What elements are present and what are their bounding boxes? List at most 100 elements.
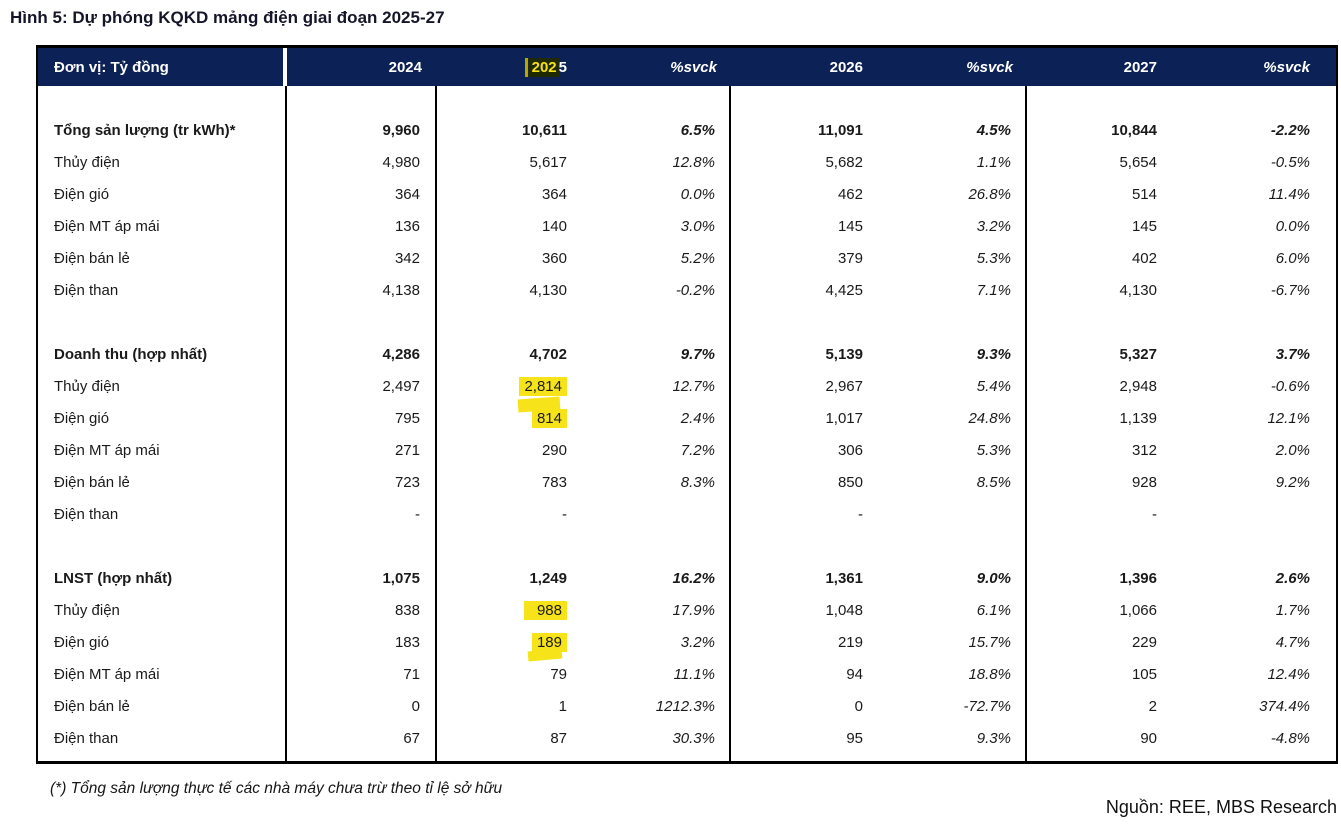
cell-2025: 1,249 [529,569,567,587]
cell-svck-2026: 6.1% [865,594,1027,626]
cell-2027: 229 [1131,633,1157,651]
cell-2027: 1,066 [1119,601,1157,619]
cell-svck-2025: 11.1% [569,658,731,690]
cell-2024: 4,138 [287,274,437,306]
cell-2026: 219 [837,633,863,651]
cell-svck-2026: 3.2% [865,210,1027,242]
row-label: Điện than [38,274,287,306]
cell-2027: 1,396 [1119,569,1157,587]
unit-label: Đơn vị: Tỷ đồng [38,48,287,86]
cell-svck-2027: -4.8% [1270,729,1310,747]
header-2025-highlight: 202 [527,57,559,77]
cell-svck-2026: 9.0% [865,562,1027,594]
cell-2025: - [562,505,567,523]
row-label: Điện MT áp mái [38,658,287,690]
cell-2024: 364 [287,178,437,210]
cell-2027: 514 [1131,185,1157,203]
cell-svck-2027: -0.6% [1270,377,1310,395]
cell-2026: 94 [846,665,863,683]
cell-2025: 1 [558,697,567,715]
cell-2025: 87 [550,729,567,747]
cell-2024: - [287,498,437,530]
row-label: LNST (hợp nhất) [38,562,287,594]
cell-svck-2027: 374.4% [1259,697,1310,715]
cell-svck-2026: 5.3% [865,242,1027,274]
cell-svck-2026: 24.8% [865,402,1027,434]
cell-2024: 136 [287,210,437,242]
cell-svck-2025: 1212.3% [569,690,731,722]
cell-svck-2025: 5.2% [569,242,731,274]
cell-2027: 2,948 [1119,377,1157,395]
cell-2025: 364 [541,185,567,203]
cell-svck-2025: -0.2% [569,274,731,306]
cell-svck-2025 [569,498,731,530]
cell-2025-highlighted: 189 [437,626,569,658]
cell-svck-2026: 1.1% [865,146,1027,178]
cell-2027: 928 [1131,473,1157,491]
cell-2026: 11,091 [817,121,863,139]
cell-svck-2025: 0.0% [569,178,731,210]
cell-2024: 342 [287,242,437,274]
cell-svck-2027: 0.0% [1275,217,1310,235]
row-label: Thủy điện [38,370,287,402]
cell-2027: 105 [1131,665,1157,683]
row-label: Điện gió [38,402,287,434]
cell-2026: 145 [837,217,863,235]
row-label: Doanh thu (hợp nhất) [38,338,287,370]
row-label: Điện than [38,722,287,754]
cell-svck-2026: 4.5% [865,114,1027,146]
cell-2024: 1,075 [287,562,437,594]
cell-svck-2026: 18.8% [865,658,1027,690]
forecast-table: Đơn vị: Tỷ đồng 2024 202 5 %svck 2026 %sv… [36,45,1338,764]
yellow-highlight: 988 [523,600,567,620]
header-svck-2026: %svck [865,48,1027,86]
cell-2027: 402 [1131,249,1157,267]
cell-2024: 0 [287,690,437,722]
cell-svck-2025: 30.3% [569,722,731,754]
cell-svck-2025: 9.7% [569,338,731,370]
row-label: Tổng sản lượng (tr kWh)* [38,114,287,146]
header-2024: 2024 [287,48,437,86]
cell-2026: 1,048 [825,601,863,619]
cell-svck-2027: 4.7% [1275,633,1310,651]
cell-2027: 5,654 [1119,153,1157,171]
cell-2024: 271 [287,434,437,466]
cell-svck-2027: 12.4% [1267,665,1310,683]
row-label: Điện bán lẻ [38,690,287,722]
cell-svck-2026: -72.7% [865,690,1027,722]
cell-svck-2027: 6.0% [1275,249,1310,267]
cell-svck-2027 [1159,498,1336,530]
cell-2026: 4,425 [825,281,863,299]
figure-title: Hình 5: Dự phóng KQKD mảng điện giai đoạ… [10,8,445,27]
cell-svck-2027: 1.7% [1275,601,1310,619]
header-2026: 2026 [731,48,865,86]
cell-2026: 5,682 [825,153,863,171]
cell-2024: 4,286 [287,338,437,370]
cell-svck-2025: 3.0% [569,210,731,242]
cell-2027: 90 [1140,729,1157,747]
cell-2027: 145 [1131,217,1157,235]
cell-2027: 1,139 [1119,409,1157,427]
cell-svck-2025: 8.3% [569,466,731,498]
cell-svck-2025: 7.2% [569,434,731,466]
cell-2025: 140 [541,217,567,235]
cell-2024: 795 [287,402,437,434]
cell-svck-2025: 2.4% [569,402,731,434]
cell-svck-2025: 12.8% [569,146,731,178]
header-svck-2025: %svck [569,48,731,86]
cell-svck-2025: 6.5% [569,114,731,146]
cell-2024: 71 [287,658,437,690]
cell-svck-2027: -6.7% [1270,281,1310,299]
cell-2024: 2,497 [287,370,437,402]
row-label: Thủy điện [38,146,287,178]
cell-svck-2026 [865,498,1027,530]
cell-2026: - [858,505,863,523]
cell-svck-2025: 17.9% [569,594,731,626]
cell-2025-highlighted: 988 [437,594,569,626]
cell-svck-2027: 3.7% [1275,345,1310,363]
cell-svck-2025: 12.7% [569,370,731,402]
cell-2024: 183 [287,626,437,658]
row-label: Điện gió [38,178,287,210]
row-label: Thủy điện [38,594,287,626]
